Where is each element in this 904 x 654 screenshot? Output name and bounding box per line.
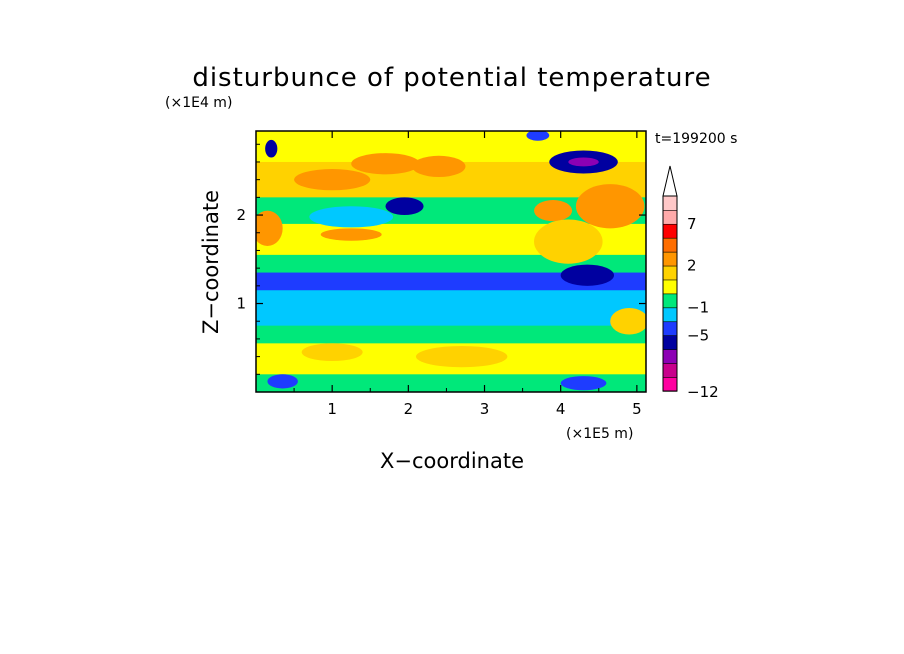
field-blob-1 bbox=[351, 153, 420, 175]
colorbar-segment-7 bbox=[662, 279, 678, 295]
field-blob-6 bbox=[320, 228, 382, 241]
x-tick-label-4: 5 bbox=[632, 400, 642, 418]
field-blob-17 bbox=[415, 345, 508, 368]
colorbar-extend-arrow bbox=[662, 165, 678, 197]
colorbar-label-1: 2 bbox=[687, 257, 697, 275]
colorbar-label-2: −1 bbox=[687, 298, 709, 316]
colorbar-segment-2 bbox=[662, 348, 678, 364]
field-blob-8 bbox=[568, 157, 599, 167]
field-band-6 bbox=[256, 290, 646, 327]
colorbar-segment-13 bbox=[662, 195, 678, 211]
time-label: t=199200 s bbox=[655, 131, 737, 147]
colorbar-segment-1 bbox=[662, 362, 678, 378]
field-blob-13 bbox=[534, 219, 603, 264]
field-blob-9 bbox=[526, 131, 550, 141]
colorbar-segment-10 bbox=[662, 237, 678, 253]
colorbar-segment-3 bbox=[662, 334, 678, 350]
field-band-5 bbox=[256, 272, 646, 291]
x-multiplier-label: (×1E5 m) bbox=[566, 426, 633, 442]
x-axis-label: X−coordinate bbox=[380, 449, 524, 473]
colorbar-label-4: −12 bbox=[687, 383, 719, 401]
colorbar-segment-0 bbox=[662, 376, 678, 392]
y-axis-label: Z−coordinate bbox=[199, 190, 223, 334]
chart-title: disturbunce of potential temperature bbox=[192, 63, 711, 93]
field-blob-14 bbox=[265, 139, 278, 158]
colorbar-segment-6 bbox=[662, 293, 678, 309]
field-blob-18 bbox=[610, 307, 646, 335]
field-band-7 bbox=[256, 325, 646, 344]
colorbar-label-0: 7 bbox=[687, 215, 697, 233]
y-axis-ticks: 12 bbox=[236, 143, 646, 375]
field-blob-2 bbox=[412, 155, 466, 178]
field-blob-12 bbox=[560, 264, 615, 286]
contour-field bbox=[256, 131, 646, 392]
colorbar-segment-5 bbox=[662, 307, 678, 323]
field-blob-10 bbox=[575, 184, 645, 229]
y-tick-label-0: 1 bbox=[236, 295, 246, 313]
field-blob-0 bbox=[294, 169, 371, 191]
colorbar: 7 2 −1 −5 −12 bbox=[662, 165, 719, 401]
y-multiplier-label: (×1E4 m) bbox=[165, 95, 232, 111]
x-tick-label-3: 4 bbox=[556, 400, 566, 418]
field-blob-19 bbox=[301, 343, 363, 362]
x-tick-label-2: 3 bbox=[480, 400, 490, 418]
colorbar-segment-4 bbox=[662, 321, 678, 336]
colorbar-segment-8 bbox=[662, 265, 678, 281]
x-tick-label-1: 2 bbox=[404, 400, 414, 418]
x-axis-ticks: 1 2 3 4 5 bbox=[293, 131, 642, 418]
y-tick-label-1: 2 bbox=[236, 206, 246, 224]
colorbar-segment-9 bbox=[662, 251, 678, 267]
field-blob-16 bbox=[560, 376, 607, 391]
field-blob-15 bbox=[267, 374, 298, 389]
colorbar-segment-12 bbox=[662, 209, 678, 225]
field-blob-3 bbox=[256, 210, 283, 247]
colorbar-segment-11 bbox=[662, 223, 678, 239]
x-tick-label-0: 1 bbox=[327, 400, 337, 418]
colorbar-frame bbox=[662, 195, 678, 392]
field-blob-11 bbox=[534, 200, 573, 222]
field-blob-5 bbox=[385, 197, 424, 216]
plot-frame bbox=[255, 130, 647, 393]
field-band-9 bbox=[256, 374, 646, 392]
colorbar-label-3: −5 bbox=[687, 326, 709, 344]
field-blob-4 bbox=[309, 206, 394, 228]
